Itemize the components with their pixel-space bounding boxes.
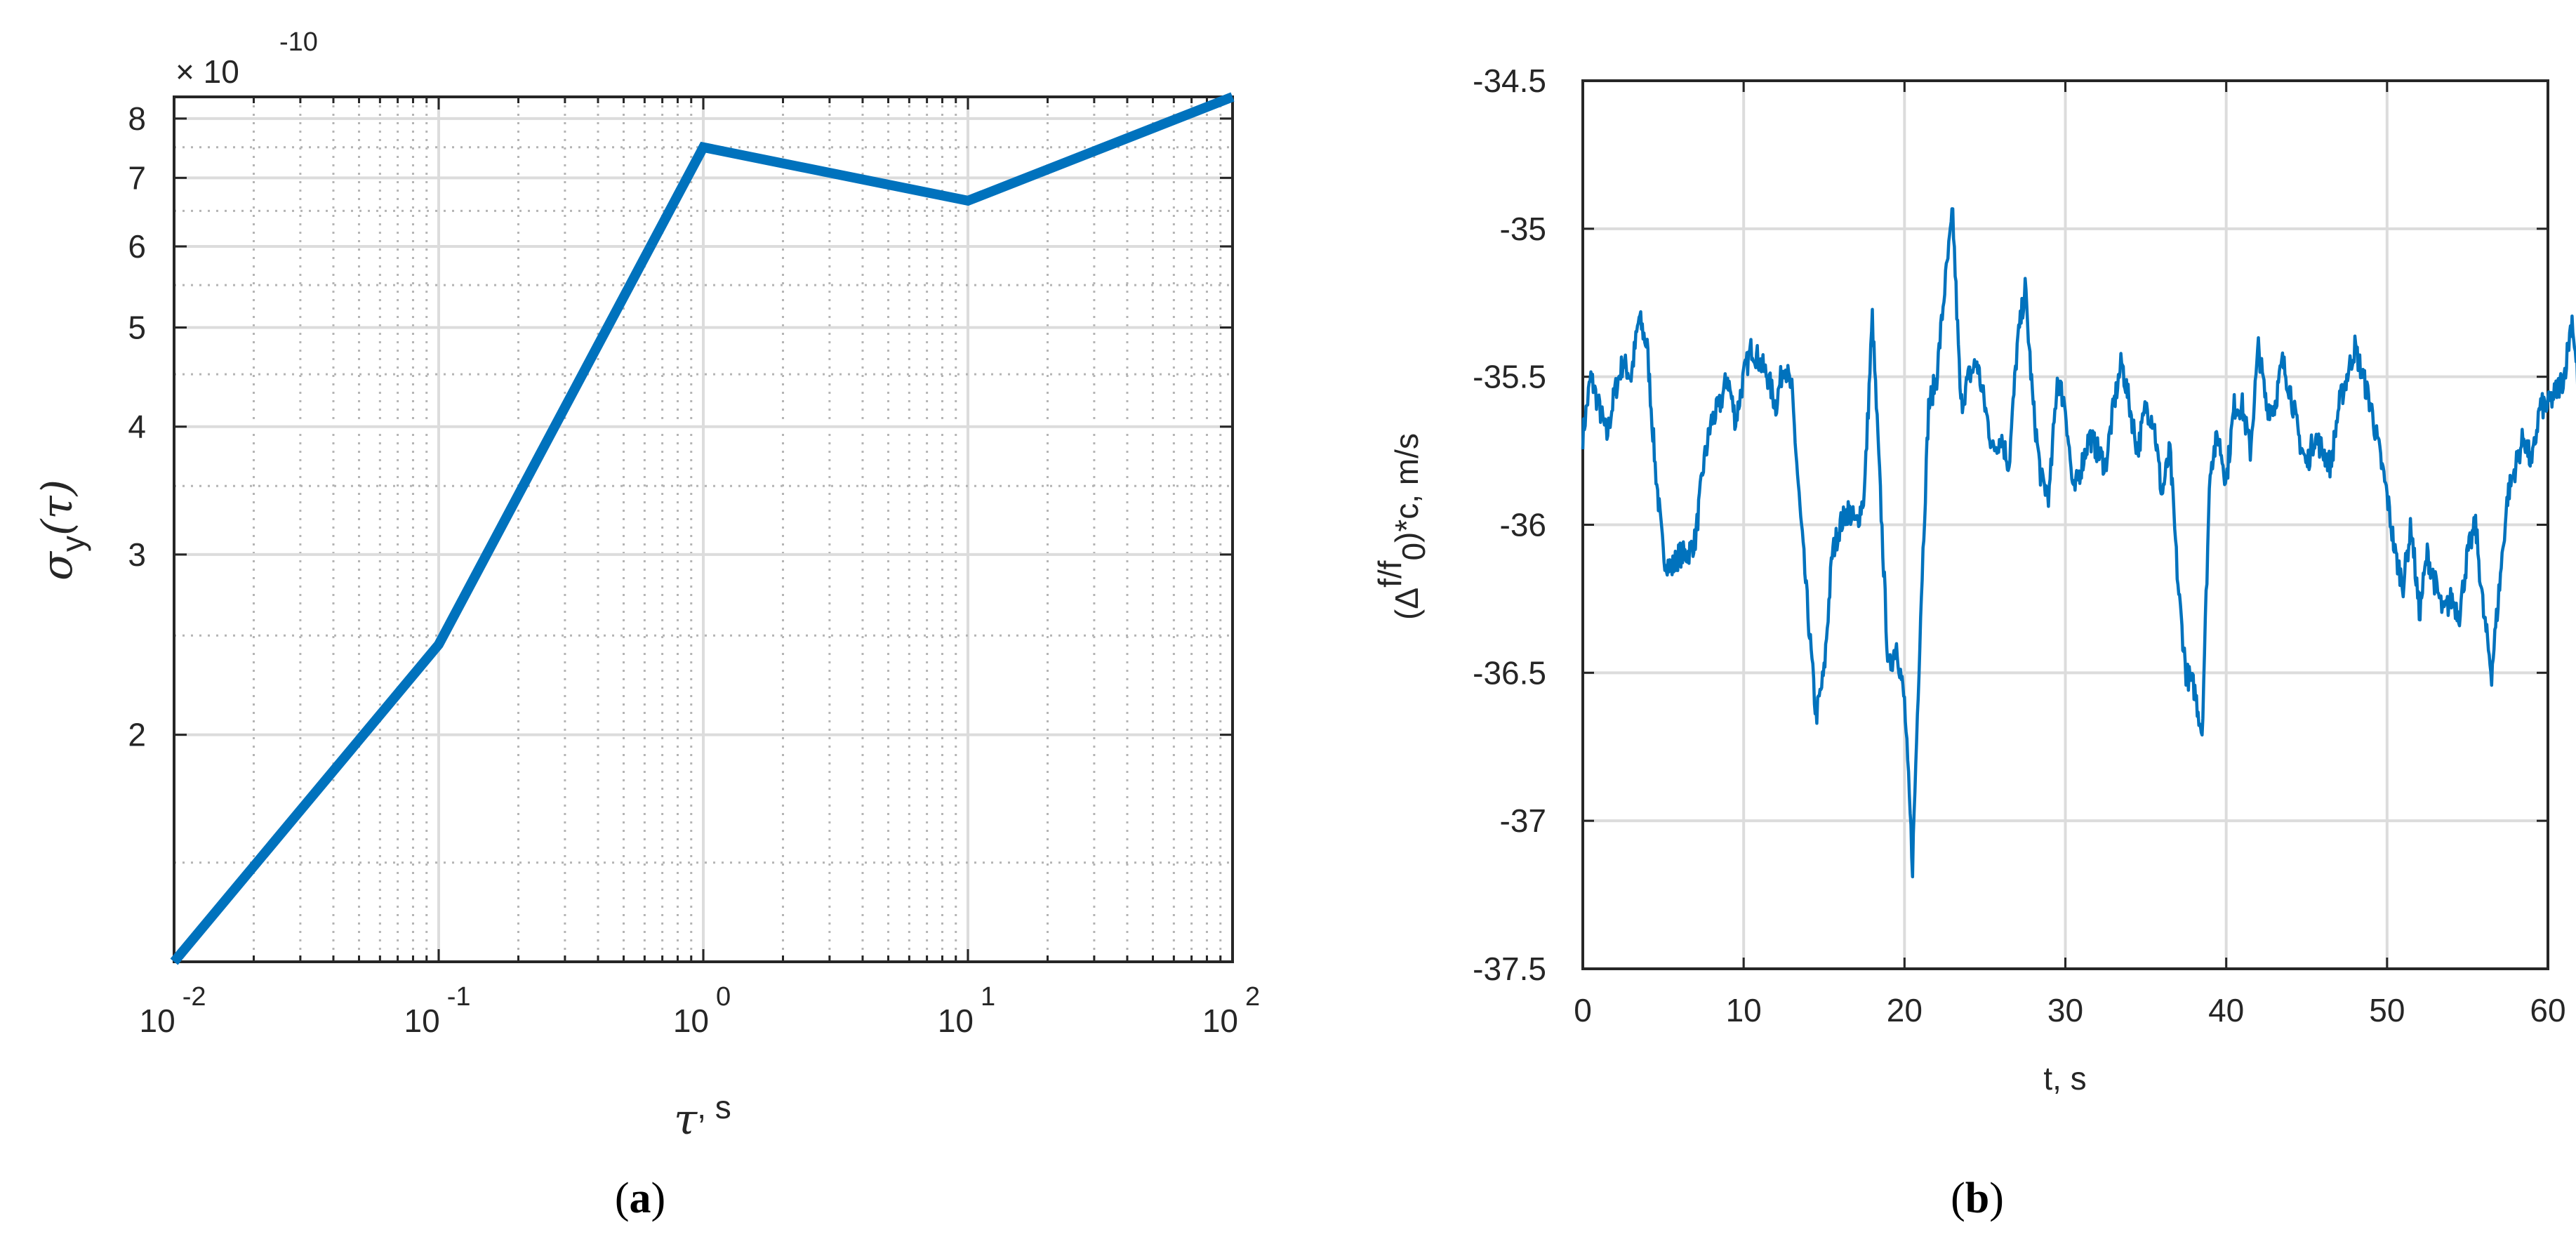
panel-a-x-tick-label: 10-1 — [404, 982, 471, 1039]
panel-b-y-tick-label: -37 — [1500, 802, 1546, 839]
panel-b-y-tick-label: -36 — [1500, 507, 1546, 543]
panel-b-axes-box — [1581, 79, 2549, 970]
panel-b-y-tick-label: -35 — [1500, 211, 1546, 247]
panel-b-y-tick-label: -34.5 — [1473, 62, 1546, 99]
panel-a-y-axis-label: σy(τ) — [33, 479, 91, 581]
panel-b-y-axis-label: (Δf/f0)*c, m/s — [1372, 433, 1432, 620]
panel-b-x-tick-label: 50 — [2369, 992, 2405, 1028]
panel-a-x-tick-label: 10-2 — [140, 982, 206, 1039]
panel-a-y-tick-label: 6 — [128, 228, 146, 265]
panel-a-y-tick-label: 3 — [128, 536, 146, 573]
panel-b-x-tick-label: 10 — [1726, 992, 1762, 1028]
panel-b-y-tick-label: -35.5 — [1473, 359, 1546, 395]
panel-b-caption: (b) — [1951, 1174, 2004, 1222]
panel-a-x-tick-label: 101 — [938, 982, 995, 1039]
panel-a-x-tick-label: 102 — [1202, 982, 1260, 1039]
panel-a-y-tick-label: 8 — [128, 100, 146, 137]
panel-b-x-tick-label: 60 — [2530, 992, 2565, 1028]
panel-b-x-tick-label: 30 — [2047, 992, 2083, 1028]
panel-b-y-tick-label: -36.5 — [1473, 654, 1546, 691]
panel-a-x-axis-label: τ, s — [674, 1089, 731, 1144]
panel-b-y-tick-label: -37.5 — [1473, 951, 1546, 987]
panel-b-x-tick-label: 40 — [2208, 992, 2244, 1028]
panel-a-y-tick-label: 5 — [128, 309, 146, 345]
panel-b-x-tick-labels: 0 10 20 30 40 50 60 — [1574, 992, 2565, 1028]
panel-a-x-tick-label: 100 — [673, 982, 731, 1039]
panel-a-x-tick-labels: 10-2 10-1 100 101 102 — [140, 982, 1261, 1039]
panel-a-caption: (a) — [615, 1174, 665, 1222]
panel-b-x-axis-label: t, s — [2043, 1060, 2086, 1097]
panel-a-y-tick-label: 2 — [128, 717, 146, 753]
panel-a-y-tick-label: 4 — [128, 409, 146, 445]
panel-a-gridlines — [174, 97, 1233, 962]
panel-b-y-tick-labels: -34.5 -35 -35.5 -36 -36.5 -37 -37.5 — [1473, 62, 1546, 987]
panel-a-multiplier-exp: -10 — [279, 27, 318, 57]
panel-a-axes-box — [173, 95, 1234, 963]
panel-a-series-line — [170, 92, 1235, 965]
panel-a-multiplier: × 10 — [175, 53, 239, 90]
panel-b-x-tick-label: 20 — [1887, 992, 1923, 1028]
panel-b-series-line — [1581, 207, 2576, 879]
panel-a-y-tick-label: 7 — [128, 159, 146, 196]
panel-a: 10-2 10-1 100 101 102 2 3 4 5 6 7 8 × 10 -10 σy(τ)… — [33, 27, 1260, 1222]
panel-a-y-tick-labels: 2 3 4 5 6 7 8 — [128, 100, 146, 753]
panel-b-gridlines — [1583, 81, 2548, 969]
panel-b-x-tick-label: 0 — [1574, 992, 1592, 1028]
panel-b: 0 10 20 30 40 50 60 -34.5-35-35.5-36-36.5-37-3… — [1372, 62, 2576, 1222]
